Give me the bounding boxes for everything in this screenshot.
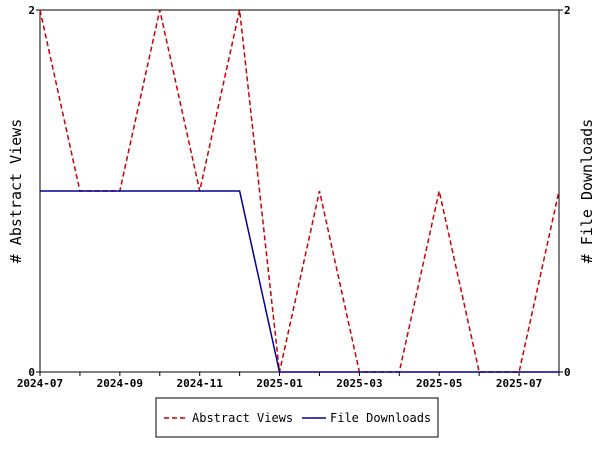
- y-axis-ticks: 0 2 0 2: [28, 4, 570, 379]
- legend-label: File Downloads: [330, 411, 431, 425]
- x-axis-ticks: 2024-07 2024-09 2024-11 2025-01 2025-03 2025-…: [17, 372, 560, 390]
- series-line-abstract-views: [39, 9, 560, 373]
- x-tick-label: 2024-09: [97, 377, 143, 390]
- legend-label: Abstract Views: [192, 411, 293, 425]
- y-axis-left-title: # Abstract Views: [7, 119, 25, 264]
- y-right-tick-label: 2: [564, 4, 571, 17]
- x-tick-label: 2025-01: [256, 377, 303, 390]
- y-left-tick-label: 0: [28, 366, 35, 379]
- series-line-file-downloads: [40, 190, 559, 373]
- x-tick-label: 2025-03: [336, 377, 382, 390]
- y-left-tick-label: 2: [28, 4, 35, 17]
- x-tick-label: 2025-05: [416, 377, 462, 390]
- x-tick-label: 2024-11: [177, 377, 224, 390]
- legend-box: [155, 397, 439, 438]
- legend: Abstract Views File Downloads: [155, 397, 439, 438]
- y-right-tick-label: 0: [564, 366, 571, 379]
- x-tick-label: 2025-07: [496, 377, 542, 390]
- x-tick-label: 2024-07: [17, 377, 63, 390]
- series-layer: [39, 9, 560, 373]
- y-axis-right-title: # File Downloads: [578, 119, 596, 264]
